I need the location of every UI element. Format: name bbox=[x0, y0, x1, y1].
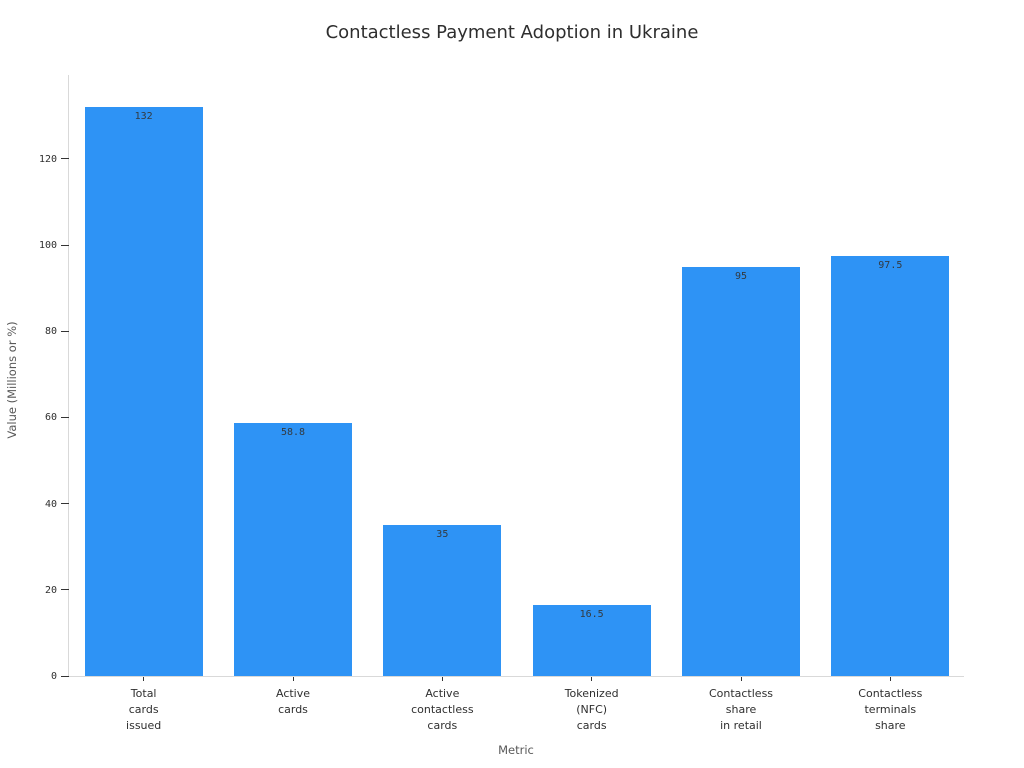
chart-title: Contactless Payment Adoption in Ukraine bbox=[325, 22, 699, 43]
bar-value-label: 58.8 bbox=[280, 426, 306, 438]
y-tick-mark bbox=[61, 503, 69, 505]
bar: 58.8 bbox=[234, 422, 352, 676]
bar-value-label: 16.5 bbox=[579, 608, 604, 620]
y-tick-label: 120 bbox=[38, 153, 57, 165]
x-tick-mark bbox=[591, 677, 593, 681]
x-tick-mark bbox=[441, 677, 443, 681]
y-tick-label: 80 bbox=[44, 326, 57, 338]
y-tick-mark bbox=[61, 589, 69, 591]
bar-value-label: 95 bbox=[734, 270, 748, 282]
bar: 16.5 bbox=[532, 604, 651, 676]
x-category-label: Contactless terminals share bbox=[858, 687, 923, 732]
bar-value-label: 132 bbox=[134, 111, 153, 123]
y-tick-mark bbox=[61, 158, 69, 160]
plot-area: 0 20 40 60 80 100 120 132 Total cards issued 58.8… bbox=[39, 75, 964, 732]
x-tick-mark bbox=[143, 677, 145, 681]
bar-value-label: 35 bbox=[436, 529, 449, 541]
y-tick-label: 20 bbox=[44, 584, 57, 596]
bar: 35 bbox=[383, 525, 502, 676]
y-tick-mark bbox=[61, 416, 69, 418]
x-category-label: Total cards issued bbox=[126, 687, 162, 732]
x-tick-mark bbox=[889, 677, 891, 681]
y-tick-label: 40 bbox=[44, 498, 57, 510]
y-tick-mark bbox=[61, 330, 69, 332]
x-axis-label: Metric bbox=[498, 743, 534, 757]
y-tick-label: 60 bbox=[44, 412, 57, 424]
x-category-label: Tokenized (NFC) cards bbox=[564, 687, 619, 732]
bar-value-label: 97.5 bbox=[878, 259, 903, 271]
x-category-label: Contactless share in retail bbox=[708, 687, 774, 732]
y-tick-mark bbox=[61, 244, 69, 246]
x-category-label: Active contactless cards bbox=[411, 687, 474, 732]
x-category-label: Active cards bbox=[275, 687, 311, 716]
y-tick-label: 100 bbox=[38, 240, 57, 252]
x-tick-mark bbox=[292, 677, 294, 681]
bar: 95 bbox=[682, 266, 800, 676]
y-tick-mark bbox=[61, 675, 69, 677]
y-tick-label: 0 bbox=[50, 671, 57, 682]
bar: 132 bbox=[84, 107, 203, 676]
bar: 97.5 bbox=[831, 255, 950, 676]
x-tick-mark bbox=[740, 677, 742, 681]
